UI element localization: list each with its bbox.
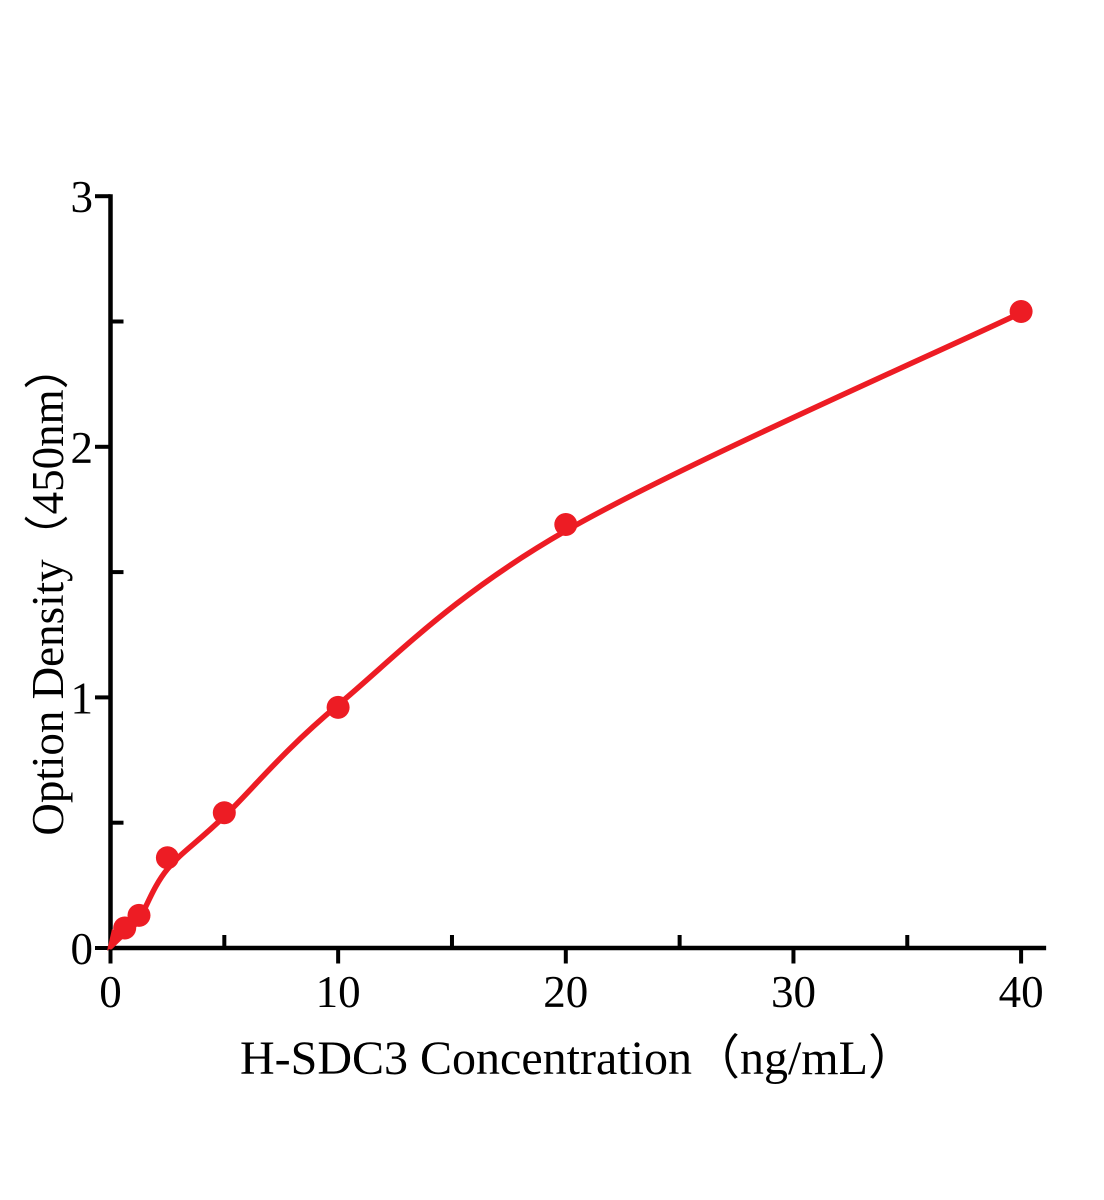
- data-point: [1009, 300, 1033, 323]
- y-axis-title: Option Density（450nm）: [23, 344, 73, 835]
- y-tick-label: 3: [71, 172, 94, 222]
- y-tick-label: 0: [71, 924, 94, 974]
- fit-curve: [107, 309, 1024, 950]
- data-points-group: [113, 300, 1033, 940]
- y-tick-label: 2: [71, 423, 94, 473]
- data-point: [127, 903, 151, 927]
- y-tick-label: 1: [71, 673, 94, 723]
- x-tick-label: 0: [99, 967, 122, 1017]
- data-point: [554, 513, 578, 536]
- data-point: [212, 801, 236, 825]
- x-tick-label: 20: [543, 967, 588, 1017]
- tick-labels-group: 0 10 20 30 40 0 1 2 3: [71, 172, 1044, 1017]
- x-tick-label: 10: [316, 967, 361, 1017]
- data-point: [155, 846, 179, 870]
- axes-group: [108, 194, 1047, 951]
- x-axis-title: H-SDC3 Concentration（ng/mL）: [240, 1032, 916, 1085]
- x-tick-label: 30: [771, 967, 816, 1017]
- fit-curve-group: [107, 309, 1024, 951]
- data-point: [326, 695, 350, 719]
- ticks-group: [95, 194, 1024, 964]
- x-tick-label: 40: [999, 967, 1044, 1017]
